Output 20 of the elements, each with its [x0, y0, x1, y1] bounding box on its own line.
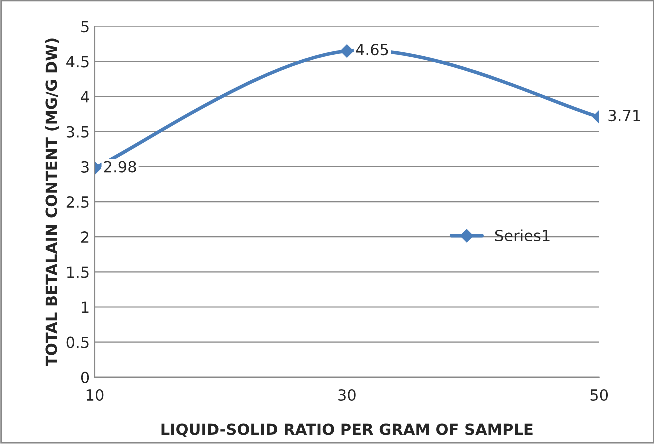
x-tick-label: 10	[86, 389, 104, 402]
y-tick-label: 1	[82, 302, 89, 314]
data-label: 2.98	[104, 161, 136, 173]
y-tick-label: 2.5	[66, 196, 89, 208]
y-tick-label: 4.5	[66, 56, 89, 68]
y-axis-title: TOTAL BETALAIN CONTENT (MG/G DW)	[45, 38, 60, 366]
y-tick-label: 0.5	[66, 336, 89, 348]
x-axis-title: LIQUID-SOLID RATIO PER GRAM OF SAMPLE	[162, 424, 533, 438]
y-tick-label: 4	[81, 91, 90, 103]
y-tick-label: 3	[82, 161, 89, 173]
y-tick-label: 2	[82, 232, 89, 243]
y-tick-label: 1.5	[67, 266, 89, 278]
y-tick-label: 0	[81, 372, 90, 384]
data-label: 4.65	[356, 44, 388, 56]
x-tick-label: 50	[590, 389, 608, 402]
legend-label: Series1	[495, 230, 550, 242]
x-tick-label: 30	[338, 389, 356, 402]
data-label: 3.71	[608, 110, 640, 122]
y-tick-label: 5	[82, 21, 89, 33]
y-tick-label: 3.5	[66, 126, 89, 138]
